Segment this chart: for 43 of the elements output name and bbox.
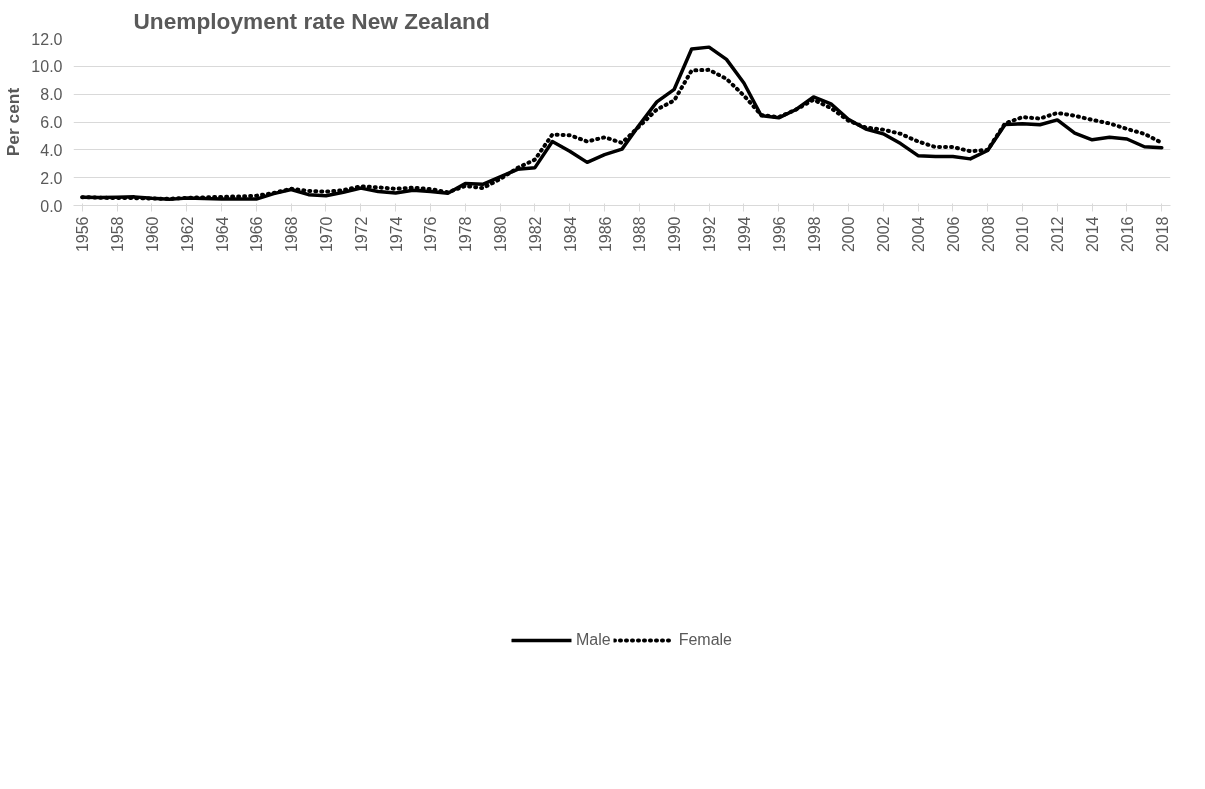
x-tick-label: 2014 (1084, 216, 1102, 253)
x-tick-label: 1986 (596, 216, 614, 253)
y-tick-label: 0.0 (40, 197, 63, 215)
x-tick-label: 1994 (735, 216, 753, 253)
y-tick-label: 10.0 (31, 58, 63, 76)
x-tick-label: 1970 (317, 216, 335, 253)
x-tick-label: 1960 (143, 216, 161, 253)
x-tick-label: 1996 (770, 216, 788, 253)
x-tick-label: 1992 (701, 216, 719, 253)
y-tick-label: 4.0 (40, 141, 63, 159)
x-tick-label: 2000 (840, 216, 858, 253)
x-tick-label: 2018 (1153, 216, 1171, 253)
y-axis-title: Per cent (3, 87, 24, 157)
x-tick-label: 1964 (213, 216, 231, 253)
x-tick-label: 2016 (1118, 216, 1136, 253)
x-tick-label: 1972 (352, 216, 370, 253)
legend-label: Male (575, 631, 611, 649)
x-tick-label: 2006 (944, 216, 962, 253)
chart-title: Unemployment rate New Zealand (133, 7, 490, 34)
x-tick-label: 1968 (283, 216, 301, 253)
y-tick-label: 2.0 (40, 169, 63, 187)
x-tick-label: 1984 (561, 216, 579, 253)
x-tick-label: 1998 (805, 216, 823, 253)
x-tick-label: 2002 (875, 216, 893, 253)
x-tick-label: 1978 (457, 216, 475, 253)
x-tick-label: 2004 (910, 216, 928, 253)
x-tick-label: 1956 (74, 216, 92, 253)
x-tick-label: 1966 (248, 216, 266, 253)
x-tick-label: 1982 (526, 216, 544, 253)
x-tick-label: 1990 (666, 216, 684, 253)
y-tick-label: 6.0 (40, 114, 63, 131)
x-tick-label: 2012 (1049, 216, 1067, 253)
x-tick-label: 1958 (109, 216, 127, 253)
x-tick-label: 1980 (492, 216, 510, 253)
legend-label: Female (678, 631, 733, 649)
x-tick-label: 2008 (979, 216, 997, 253)
x-tick-label: 1962 (178, 216, 196, 253)
x-tick-label: 1976 (422, 216, 440, 253)
x-tick-label: 2010 (1014, 216, 1032, 253)
x-tick-label: 1988 (631, 216, 649, 253)
y-tick-label: 8.0 (40, 86, 63, 104)
x-tick-label: 1974 (387, 216, 405, 253)
y-tick-label: 12.0 (31, 30, 63, 48)
